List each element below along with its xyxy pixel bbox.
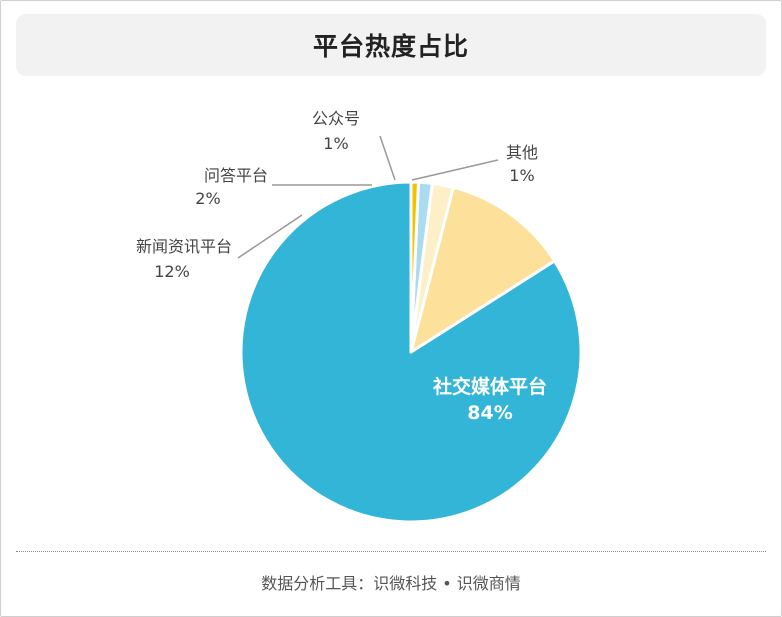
leader-line-4 bbox=[411, 159, 499, 181]
leader-line-3 bbox=[379, 135, 396, 181]
pie-slice-4 bbox=[409, 180, 420, 354]
slice-value-4: 1% bbox=[509, 166, 534, 185]
slice-value-1: 12% bbox=[154, 262, 190, 281]
footer-source: 数据分析工具：识微科技 • 识微商情 bbox=[261, 574, 521, 593]
slice-label-1: 新闻资讯平台 bbox=[136, 237, 232, 256]
pie-slice-0 bbox=[239, 180, 583, 524]
slice-label-2: 问答平台 bbox=[204, 166, 268, 185]
slice-label-3: 公众号 bbox=[312, 109, 360, 128]
chart-title: 平台热度占比 bbox=[312, 32, 469, 61]
slice-value-3: 1% bbox=[323, 134, 348, 153]
leader-line-1 bbox=[237, 214, 303, 259]
slice-value-0: 84% bbox=[467, 402, 512, 424]
slice-value-2: 2% bbox=[195, 189, 220, 208]
footer-divider bbox=[16, 551, 766, 552]
title-bar: 平台热度占比 bbox=[16, 14, 766, 76]
slice-label-0: 社交媒体平台 bbox=[432, 375, 547, 398]
pie-slice-1 bbox=[409, 185, 557, 354]
slice-label-4: 其他 bbox=[506, 143, 538, 162]
